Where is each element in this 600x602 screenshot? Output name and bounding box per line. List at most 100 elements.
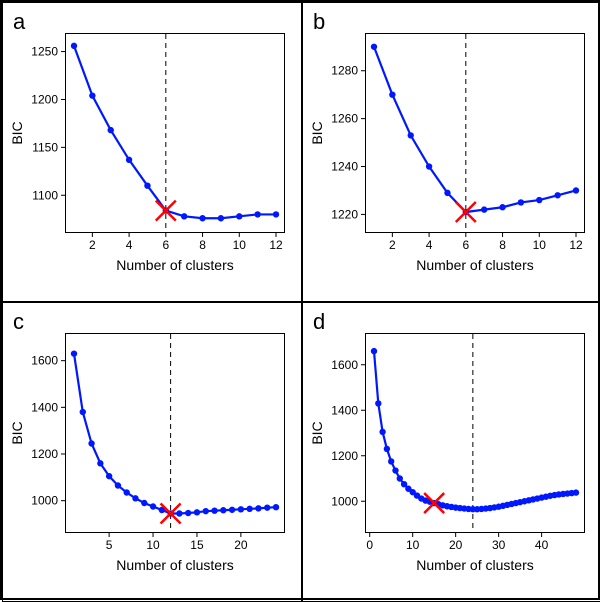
series-marker [444,190,450,196]
series-marker [108,127,114,133]
series-marker [220,507,226,513]
ytick-label: 1200 [31,92,58,106]
plot-box-a: 110011501200125024681012Number of cluste… [65,33,285,233]
ytick-label: 1100 [32,188,58,202]
series-marker [218,215,224,221]
series-marker [238,506,244,512]
series-marker [71,43,77,49]
series-marker [176,510,182,516]
plot-box-c: 10001200140016005101520Number of cluster… [65,333,285,533]
ylabel: BIC [309,121,325,144]
panel-a: a 110011501200125024681012Number of clus… [2,2,302,302]
series-marker [255,505,261,511]
xtick-label: 8 [199,238,206,252]
xtick-label: 12 [269,238,283,252]
xtick-label: 20 [449,538,463,552]
panel-label-b: b [313,9,325,35]
series-marker [573,489,579,495]
series-marker [150,503,156,509]
panel-label-c: c [13,309,24,335]
series-marker [203,508,209,514]
series-marker [371,44,377,50]
ytick-label: 1200 [31,447,58,461]
xtick-label: 10 [406,538,420,552]
series-marker [397,475,403,481]
xtick-label: 20 [234,538,248,552]
xtick-label: 4 [126,238,133,252]
xtick-label: 6 [462,238,469,252]
series-marker [106,473,112,479]
series-marker [384,446,390,452]
xtick-label: 5 [106,538,113,552]
ytick-label: 1600 [31,354,58,368]
series-marker [481,206,487,212]
series-marker [144,182,150,188]
xtick-label: 8 [499,238,506,252]
series-line [74,46,276,218]
series-marker [254,211,260,217]
series-marker [371,348,377,354]
series-marker [375,400,381,406]
series-marker [426,163,432,169]
ytick-label: 1260 [331,112,358,126]
series-marker [123,489,129,495]
ytick-label: 1400 [331,403,358,417]
series-marker [273,211,279,217]
series-marker [246,506,252,512]
ytick-label: 1280 [331,64,358,78]
series-marker [273,504,279,510]
plot-box-b: 122012401260128024681012Number of cluste… [365,33,585,233]
series-marker [573,187,579,193]
panel-c: c 10001200140016005101520Number of clust… [2,302,302,602]
series-marker [392,467,398,473]
xlabel: Number of clusters [416,257,533,273]
xtick-label: 12 [569,238,583,252]
panel-d: d 1000120014001600010203040Number of clu… [302,302,600,602]
series-marker [80,409,86,415]
series-marker [194,509,200,515]
series-marker [236,213,242,219]
xtick-label: 0 [366,538,373,552]
xtick-label: 40 [535,538,549,552]
series-marker [536,197,542,203]
series-marker [554,192,560,198]
xtick-label: 10 [146,538,160,552]
xlabel: Number of clusters [116,257,233,273]
ytick-label: 1000 [331,494,358,508]
xtick-label: 4 [426,238,433,252]
series-marker [132,495,138,501]
series-marker [199,215,205,221]
series-marker [71,350,77,356]
series-marker [185,510,191,516]
panel-label-a: a [13,9,25,35]
xtick-label: 15 [190,538,204,552]
ytick-label: 1250 [31,45,58,59]
ylabel: BIC [309,421,325,444]
series-marker [379,429,385,435]
series-marker [264,504,270,510]
xtick-label: 6 [162,238,169,252]
series-line [374,47,576,212]
ylabel: BIC [9,421,25,444]
series-marker [389,91,395,97]
series-marker [388,458,394,464]
ytick-label: 1220 [331,207,358,221]
ytick-label: 1400 [31,400,58,414]
xlabel: Number of clusters [116,557,233,573]
series-marker [229,507,235,513]
series-marker [88,440,94,446]
plot-box-d: 1000120014001600010203040Number of clust… [365,333,585,533]
series-line [74,354,276,514]
series-marker [89,92,95,98]
panel-label-d: d [313,309,325,335]
series-marker [141,500,147,506]
series-marker [115,482,121,488]
xtick-label: 2 [89,238,96,252]
series-marker [97,460,103,466]
series-marker [408,132,414,138]
ytick-label: 1200 [331,449,358,463]
series-marker [181,213,187,219]
series-marker [211,508,217,514]
ytick-label: 1600 [331,358,358,372]
ytick-label: 1240 [331,160,358,174]
